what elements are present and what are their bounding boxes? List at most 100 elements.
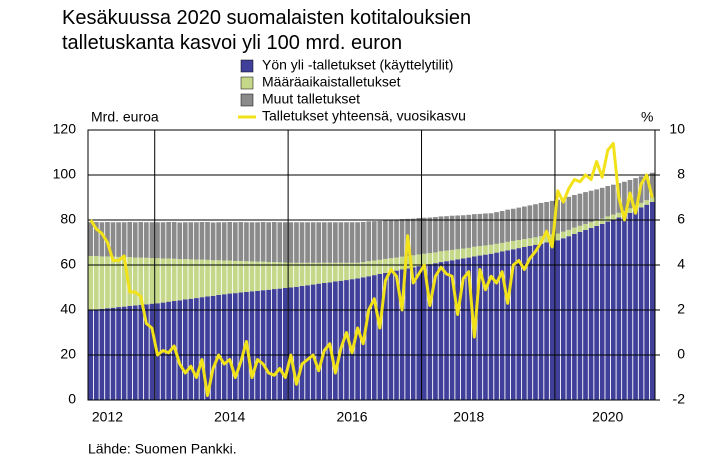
bar-segment [121, 306, 127, 400]
bar-segment [327, 262, 333, 283]
bar-segment [99, 222, 105, 257]
bar-segment [105, 222, 110, 257]
y2-tick-label: -2 [673, 391, 686, 407]
bar-segment [94, 256, 99, 310]
bar-segment [410, 255, 416, 268]
bar-segment [588, 190, 594, 223]
bar-segment [594, 189, 599, 221]
bar-segment [127, 222, 133, 258]
bar-segment [182, 299, 188, 400]
bar-segment [266, 262, 271, 290]
bar-segment [310, 284, 316, 400]
plot-frame [87, 129, 656, 401]
bar-segment [188, 298, 194, 400]
bar-segment [182, 259, 188, 300]
bar-segment [210, 222, 216, 261]
bar-segment [572, 195, 577, 228]
bar-segment [505, 250, 511, 400]
bar-segment [344, 280, 349, 400]
bar-segment [338, 280, 344, 400]
bar-segment [438, 251, 444, 263]
bar-segment [544, 242, 549, 400]
bar-segment [99, 256, 105, 309]
bar-segment [444, 216, 449, 251]
bar-segment [483, 254, 488, 400]
bar-segment [327, 282, 333, 400]
bar-segment [221, 294, 227, 400]
bar-segment [538, 243, 544, 400]
bar-segment [421, 253, 427, 265]
bar-segment [260, 222, 266, 262]
bar-segment [605, 186, 611, 217]
y2-axis-label: % [641, 109, 653, 125]
y-tick-label: 20 [60, 346, 76, 362]
bar-segment [588, 222, 594, 228]
y2-tick-label: 6 [677, 211, 685, 227]
bar-segment [371, 275, 377, 400]
bar-segment [238, 292, 244, 400]
bar-segment [232, 222, 238, 261]
bar-segment [549, 241, 555, 400]
bar-segment [627, 212, 633, 400]
bar-segment [199, 297, 205, 400]
bar-segment [444, 261, 449, 400]
bar-segment [455, 249, 460, 260]
bar-segment [171, 222, 177, 259]
bar-segment [588, 227, 594, 400]
bar-segment [294, 222, 299, 263]
bar-segment [460, 258, 466, 400]
bar-segment [166, 222, 171, 259]
bar-segment [283, 262, 288, 288]
y-tick-label: 100 [53, 166, 77, 182]
bar-segment [527, 238, 533, 246]
bar-segment [477, 255, 483, 400]
bar-segment [132, 305, 138, 400]
bar-segment [544, 235, 549, 243]
bar-segment [244, 222, 249, 262]
bar-segment [355, 262, 360, 279]
bar-segment [310, 222, 316, 263]
bar-segment [138, 304, 144, 400]
bar-segment [638, 207, 644, 400]
bar-segment [305, 222, 310, 263]
bar-segment [427, 217, 433, 254]
bar-segment [499, 251, 505, 400]
bar-segment [644, 174, 649, 201]
bar-segment [466, 257, 472, 400]
bar-segment [405, 256, 410, 269]
bar-segment [577, 225, 583, 232]
bar-segment [177, 259, 183, 301]
bar-segment [583, 224, 588, 230]
bar-segment [132, 222, 138, 258]
bar-segment [499, 242, 505, 252]
bar-segment [505, 209, 511, 242]
bar-segment [355, 222, 360, 263]
bar-segment [522, 206, 527, 240]
bar-segment [321, 262, 327, 283]
y-tick-label: 40 [60, 301, 76, 317]
bar-segment [333, 281, 338, 400]
bar-segment [460, 248, 466, 259]
bar-segment [271, 289, 277, 400]
legend-label: Talletukset yhteensä, vuosikasvu [262, 108, 466, 124]
bar-segment [533, 237, 538, 245]
bar-segment [394, 270, 399, 400]
bar-segment [333, 262, 338, 282]
bar-segment [594, 225, 599, 400]
y2-tick-label: 8 [677, 166, 685, 182]
bar-segment [210, 260, 216, 296]
bar-segment [577, 193, 583, 226]
bar-segment [410, 218, 416, 256]
bar-segment [394, 219, 399, 258]
x-tick-label: 2012 [92, 409, 123, 425]
bar-segment [149, 303, 155, 400]
bar-segment [522, 239, 527, 247]
bar-segment [94, 222, 99, 256]
bar-segment [510, 240, 516, 250]
bar-segment [271, 262, 277, 290]
bar-segment [88, 256, 94, 310]
y2-tick-label: 4 [677, 256, 685, 272]
bar-segment [144, 257, 149, 305]
bar-segment [321, 283, 327, 400]
